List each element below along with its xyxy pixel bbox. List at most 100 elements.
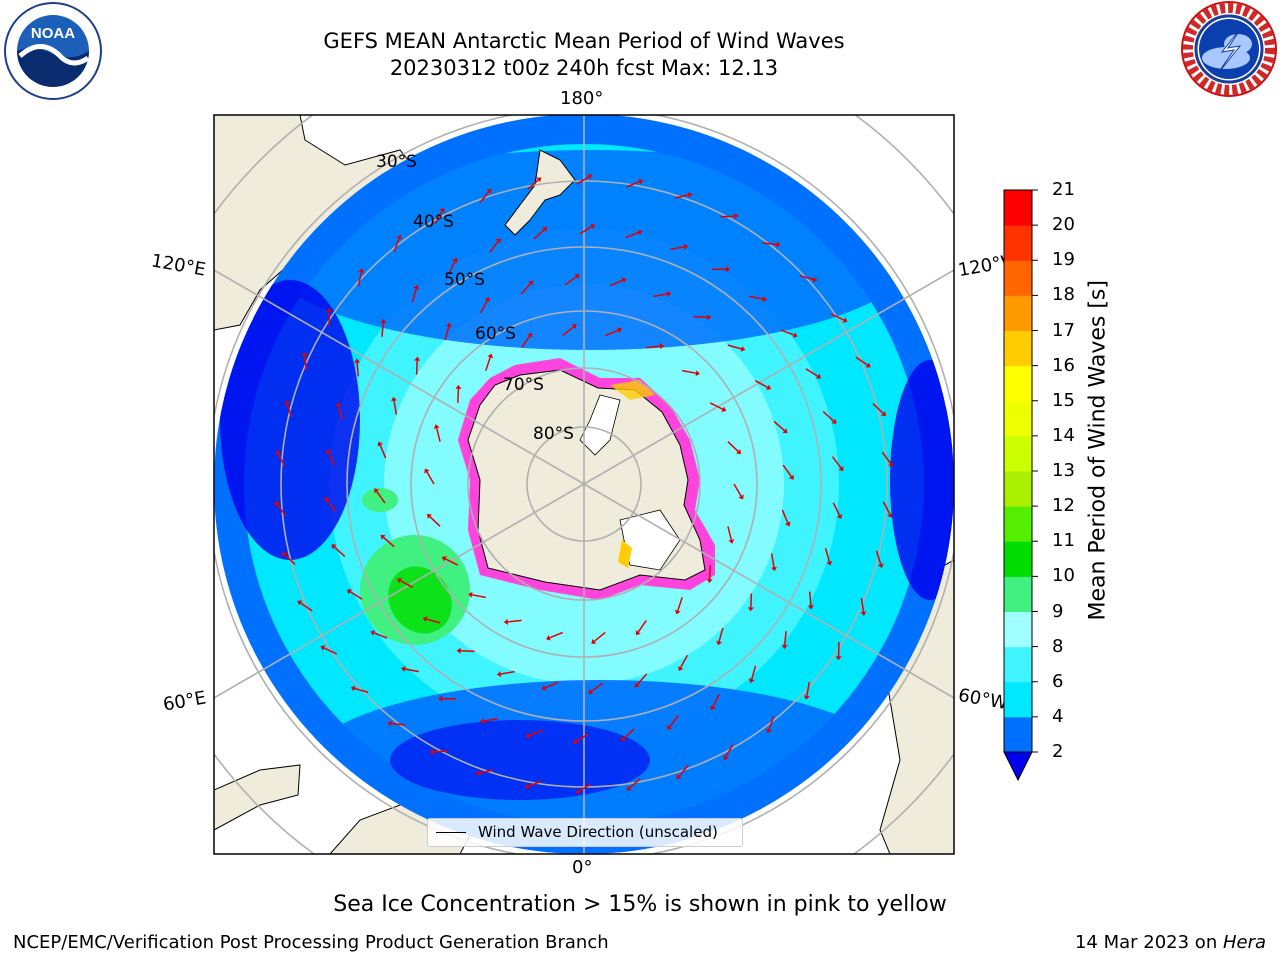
wave-arrow-shaft xyxy=(520,283,532,295)
wave-arrow-shaft xyxy=(872,403,884,414)
wave-arrow-head xyxy=(637,229,643,236)
colorbar-tick-label: 2 xyxy=(1052,741,1064,762)
wave-arrow-shaft xyxy=(708,565,711,580)
wave-arrow-head xyxy=(524,783,530,790)
colorbar-segment xyxy=(1004,435,1032,472)
wave-arrow-shaft xyxy=(327,452,336,466)
wave-arrow-head xyxy=(620,736,626,741)
wave-arrow-shaft xyxy=(860,597,865,613)
wave-arrow-head xyxy=(536,177,542,183)
wave-arrow-head xyxy=(676,774,682,780)
colorbar-tick-label: 8 xyxy=(1052,635,1064,657)
wave-arrow-shaft xyxy=(733,483,742,497)
wave-arrow-shaft xyxy=(435,428,441,442)
wave-arrow-head xyxy=(496,671,502,677)
footer-date: 14 Mar 2023 on Hera xyxy=(1075,932,1266,953)
wave-arrow-shaft xyxy=(576,176,590,185)
wave-arrow-shaft xyxy=(799,274,814,281)
wave-arrow-shaft xyxy=(489,240,499,253)
wave-arrow-shaft xyxy=(376,491,386,504)
lat-label-80s: 80°S xyxy=(533,424,574,444)
wave-arrow-shaft xyxy=(356,362,360,377)
wave-arrow-head xyxy=(391,396,397,402)
lat-label-60s: 60°S xyxy=(475,324,516,344)
wave-arrow-shaft xyxy=(426,618,441,624)
wave-arrow-head xyxy=(370,630,376,636)
wave-arrow-head xyxy=(480,718,485,725)
wave-arrow-shaft xyxy=(373,632,388,639)
wave-arrow-head xyxy=(748,678,755,684)
wave-arrow-shaft xyxy=(629,778,641,789)
wave-arrow-head xyxy=(546,635,551,641)
wave-arrow-shaft xyxy=(725,744,734,757)
wave-arrow-shaft xyxy=(678,764,689,777)
wave-arrow-shaft xyxy=(593,631,606,642)
wave-arrow-head xyxy=(591,638,597,644)
wave-arrow-head xyxy=(528,280,534,286)
wave-arrow-shaft xyxy=(712,693,720,708)
wave-arrow-shaft xyxy=(479,300,488,314)
wave-arrow-head xyxy=(297,600,303,606)
wave-arrow-head xyxy=(377,441,383,447)
colorbar-segment xyxy=(1004,295,1032,331)
footer-date-text: 14 Mar 2023 on xyxy=(1074,932,1223,953)
colorbar-label: Mean Period of Wind Waves [s] xyxy=(1085,280,1111,621)
wave-arrow-head xyxy=(335,402,342,407)
wave-arrow-shaft xyxy=(578,783,592,792)
wave-arrow-head xyxy=(438,695,443,702)
wave-arrow-head xyxy=(710,705,716,711)
wave-arrow-shaft xyxy=(831,456,842,469)
colorbar-segment xyxy=(1004,330,1032,367)
wave-arrow-shaft xyxy=(653,293,668,298)
colorbar-tick-label: 9 xyxy=(1052,600,1064,622)
wave-arrow-shaft xyxy=(479,769,494,774)
wave-arrow-shaft xyxy=(670,246,685,251)
wave-arrow-head xyxy=(860,611,867,616)
wave-arrow-head xyxy=(838,466,844,472)
wave-arrow-head xyxy=(387,720,392,727)
wave-arrow-head xyxy=(725,266,730,273)
footer-org: NCEP/EMC/Verification Post Processing Pr… xyxy=(13,932,609,953)
wave-arrow-head xyxy=(542,227,548,232)
wave-arrow-shaft xyxy=(528,729,543,737)
wave-arrow-shaft xyxy=(824,548,831,563)
wave-arrow-shaft xyxy=(349,591,363,600)
wave-arrow-head xyxy=(776,241,781,248)
wave-arrow-shaft xyxy=(426,471,435,485)
wave-arrow-head xyxy=(541,685,547,691)
wave-arrow-shaft xyxy=(400,580,414,589)
wave-arrow-shaft xyxy=(326,499,337,512)
wave-arrow-shaft xyxy=(882,501,891,515)
wave-arrow-shaft xyxy=(286,403,293,418)
wave-arrow-shaft xyxy=(276,504,287,517)
wave-arrow-shaft xyxy=(720,215,735,218)
wave-arrow-head xyxy=(525,732,531,739)
wave-arrow-head xyxy=(766,728,772,734)
wave-arrow-head xyxy=(413,284,420,290)
wave-arrow-shaft xyxy=(527,179,539,190)
wave-arrow-head xyxy=(706,579,713,584)
wave-arrow-shaft xyxy=(521,335,531,349)
wave-arrow-head xyxy=(812,276,818,283)
wave-arrow-shaft xyxy=(781,509,789,524)
chart-title: GEFS MEAN Antarctic Mean Period of Wind … xyxy=(323,29,845,53)
wave-arrow-head xyxy=(707,314,712,321)
wave-arrow-head xyxy=(695,370,700,377)
wave-arrow-shaft xyxy=(483,717,498,722)
wave-arrow-head xyxy=(374,488,380,494)
wave-arrow-shaft xyxy=(381,322,385,337)
wave-arrow-head xyxy=(590,224,596,230)
wave-arrow-head xyxy=(484,297,490,302)
colorbar-segment xyxy=(1004,471,1032,507)
wave-arrow-head xyxy=(301,352,308,357)
wave-arrow-shaft xyxy=(680,654,689,668)
wave-arrow-head xyxy=(397,578,402,584)
wave-arrow-head xyxy=(572,738,578,744)
wave-arrow-head xyxy=(424,468,430,474)
legend-line-icon xyxy=(436,832,466,833)
wave-arrow-head xyxy=(429,748,434,755)
wave-arrow-head xyxy=(380,318,387,324)
wave-arrow-shaft xyxy=(471,594,486,599)
wave-arrow-head xyxy=(738,494,744,500)
wave-arrow-shaft xyxy=(718,627,724,642)
